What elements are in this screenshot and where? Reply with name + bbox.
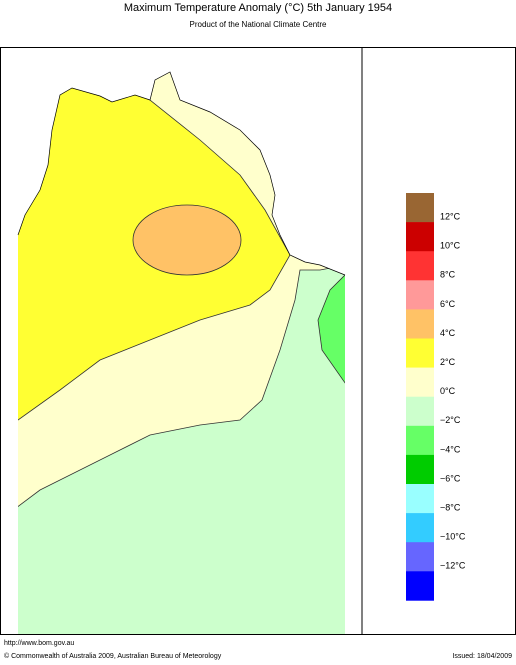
legend-label: 10°C	[440, 241, 461, 251]
legend-swatch	[406, 193, 434, 223]
legend-label: 6°C	[440, 299, 456, 309]
legend-label: −2°C	[440, 415, 461, 425]
legend-label: −6°C	[440, 473, 461, 483]
legend-swatch	[406, 425, 434, 456]
legend-swatch	[406, 571, 434, 601]
subtitle: Product of the National Climate Centre	[190, 20, 328, 29]
legend-swatch	[406, 251, 434, 281]
legend-swatch	[406, 222, 434, 252]
legend-label: 8°C	[440, 270, 456, 280]
legend-swatch	[406, 542, 434, 572]
legend-label: −10°C	[440, 532, 466, 542]
legend-swatch	[406, 484, 434, 514]
legend-swatch	[406, 280, 434, 310]
legend-label: −8°C	[440, 502, 461, 512]
footer-copyright: © Commonwealth of Australia 2009, Austra…	[4, 652, 222, 660]
footer-issued: Issued: 18/04/2009	[452, 653, 512, 660]
legend-label: 12°C	[440, 211, 461, 221]
legend-swatch	[406, 454, 434, 485]
legend-swatch	[406, 396, 434, 427]
legend: 12°C 10°C 8°C 6°C 4°C 2°C 0°C −2°C −4°C −6°C −8°C −…	[406, 193, 466, 601]
legend-label: 4°C	[440, 328, 456, 338]
region-orange	[132, 204, 242, 276]
legend-label: −12°C	[440, 561, 466, 571]
title: Maximum Temperature Anomaly (°C) 5th Jan…	[124, 2, 392, 14]
legend-label: 0°C	[440, 386, 456, 396]
region-green	[317, 269, 345, 392]
legend-swatch	[406, 338, 434, 368]
coastline	[17, 71, 346, 276]
legend-label: 2°C	[440, 357, 456, 367]
anomaly-map	[18, 72, 345, 634]
legend-label: −4°C	[440, 444, 461, 454]
legend-swatch	[406, 309, 434, 339]
legend-swatch	[406, 367, 434, 397]
footer-url: http://www.bom.gov.au	[4, 640, 74, 647]
legend-swatch	[406, 513, 434, 543]
region-yellow	[18, 72, 291, 431]
